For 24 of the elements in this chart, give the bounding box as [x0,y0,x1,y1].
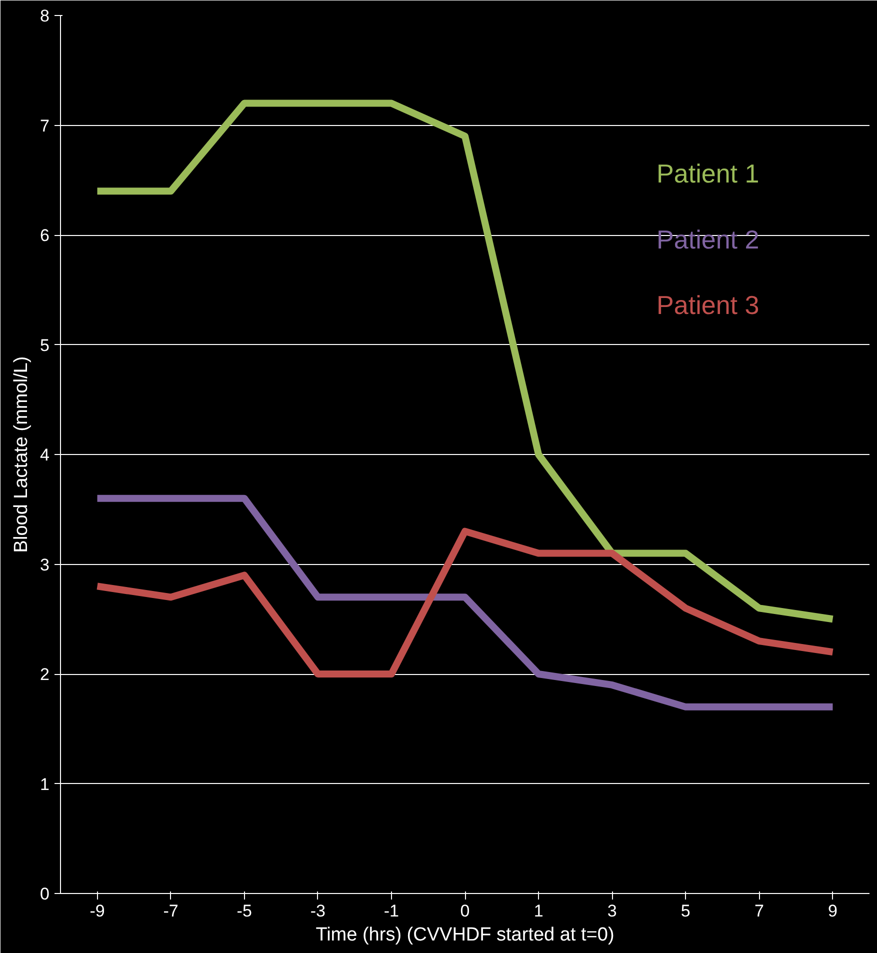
x-tick-label: -3 [310,902,326,920]
x-tick-label: -1 [384,902,400,920]
x-tick-label: 9 [828,902,838,920]
x-tick-label: 0 [460,902,470,920]
y-tick-label: 4 [40,446,50,464]
x-tick-label: 3 [607,902,617,920]
y-tick-label: 3 [40,555,50,574]
y-tick-label: 2 [40,665,50,684]
y-tick-label: 1 [40,774,50,794]
y-tick-label: 6 [40,226,50,245]
text: Patient 1 [656,158,760,189]
x-tick-label: 1 [534,902,544,920]
x-axis-title: Time (hrs) (CVVHDF started at t=0) [316,924,614,946]
x-tick-label: -5 [236,902,252,920]
x-tick-label: -9 [90,902,105,920]
y-tick-label: 0 [40,884,50,904]
x-tick-label: 7 [754,902,764,920]
y-tick-label: 8 [40,6,50,26]
y-tick-label: 5 [40,336,50,355]
text: Patient 3 [656,290,760,320]
x-tick-label: -7 [163,902,178,920]
y-tick-label: 7 [40,116,50,136]
y-axis-title: Blood Lactate (mmol/L) [11,356,32,553]
x-tick-label: 5 [680,902,690,920]
